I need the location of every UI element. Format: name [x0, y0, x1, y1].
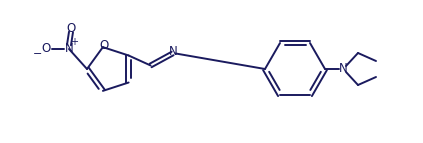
Text: O: O [41, 41, 51, 54]
Text: N: N [169, 45, 178, 58]
Text: N: N [65, 41, 73, 54]
Text: O: O [99, 39, 109, 52]
Text: −: − [33, 49, 43, 59]
Text: N: N [339, 61, 347, 75]
Text: +: + [70, 37, 78, 47]
Text: O: O [66, 21, 76, 34]
